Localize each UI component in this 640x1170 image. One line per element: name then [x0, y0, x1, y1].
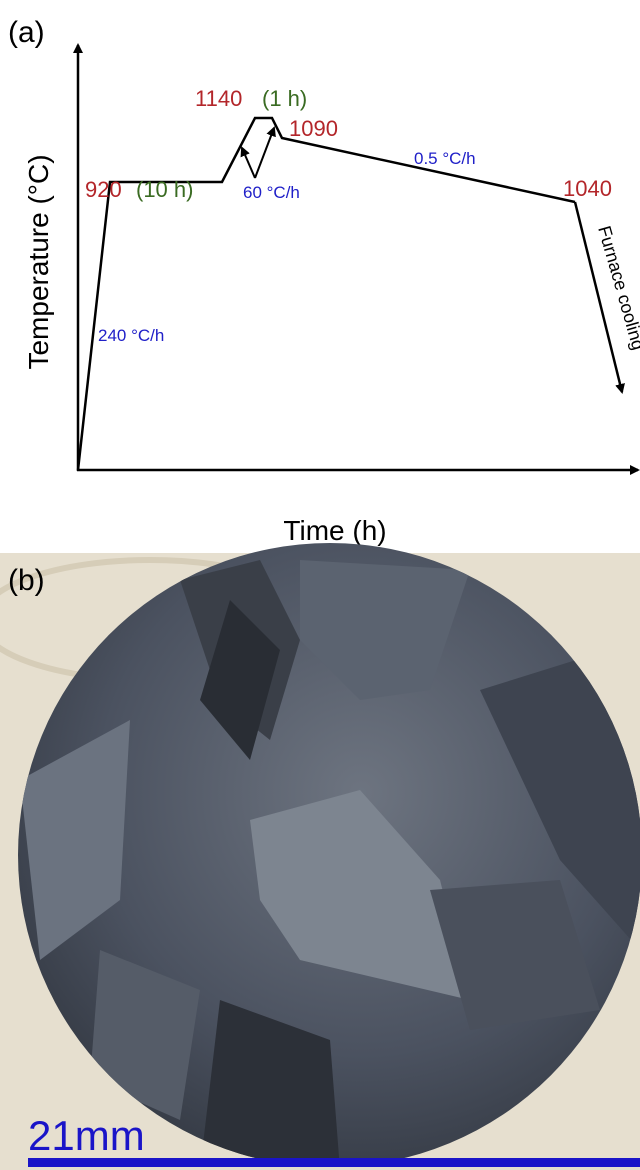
panel-label: (a)	[8, 16, 45, 49]
axis-label: Temperature (°C)	[23, 154, 54, 369]
panel-b: (b) 21mm	[0, 543, 640, 1170]
annotation: 920	[85, 177, 122, 202]
temperature-profile	[78, 118, 575, 470]
annotation: 240 °C/h	[98, 326, 164, 345]
panel-a: (a) 920 (10 h) 1140 (1 h) 1090 1040 240 …	[8, 16, 640, 546]
annotation: (10 h)	[136, 177, 193, 202]
scale-bar-label: 21mm	[28, 1112, 145, 1159]
annotation: 1090	[289, 116, 338, 141]
annotation: 0.5 °C/h	[414, 149, 476, 168]
panel-label: (b)	[8, 564, 45, 597]
scale-bar	[28, 1158, 640, 1167]
annotation: 1040	[563, 176, 612, 201]
annotation: (1 h)	[262, 86, 307, 111]
rate-arrow	[242, 148, 255, 178]
annotation: 60 °C/h	[243, 183, 300, 202]
axis-label: Time (h)	[283, 515, 386, 546]
rate-arrow	[255, 128, 274, 178]
annotation: Furnace cooling	[594, 224, 640, 353]
figure: (a) 920 (10 h) 1140 (1 h) 1090 1040 240 …	[0, 0, 640, 1170]
annotation: 1140	[195, 86, 242, 111]
